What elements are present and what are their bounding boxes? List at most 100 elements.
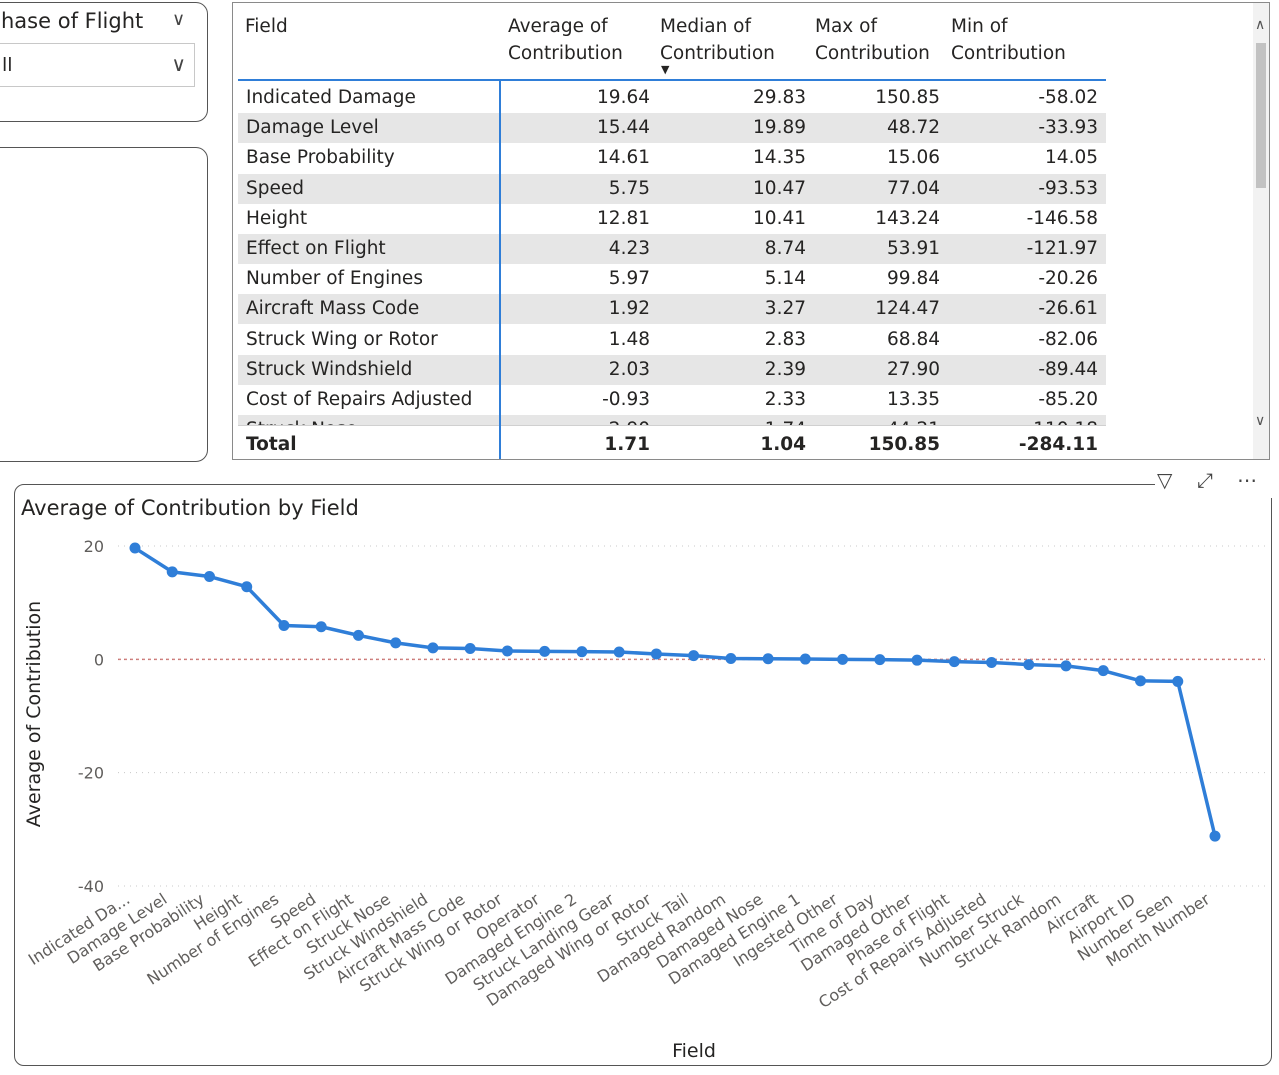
header-min[interactable]: Min of Contribution	[951, 16, 1066, 64]
cell-median: 10.41	[753, 207, 806, 229]
data-point	[464, 642, 476, 654]
cell-avg: 2.03	[608, 358, 650, 380]
cell-min: -26.61	[1038, 298, 1098, 320]
table-row[interactable]: Cost of Repairs Adjusted -0.93 2.33 13.35 -8…	[238, 385, 1106, 415]
data-point	[986, 656, 998, 668]
data-point	[278, 620, 290, 632]
data-point	[1135, 675, 1147, 687]
y-tick-label: -20	[78, 764, 104, 783]
y-axis-label: Average of Contribution	[23, 601, 45, 827]
data-point	[799, 653, 811, 665]
cell-avg: 1.48	[608, 328, 650, 350]
slicer-selected-value: ll	[2, 54, 13, 76]
table-row[interactable]: Indicated Damage 19.64 29.83 150.85 -58.02	[238, 83, 1106, 113]
data-point	[427, 642, 439, 654]
cell-median: 2.83	[764, 328, 806, 350]
data-point	[501, 645, 513, 657]
cell-min: -58.02	[1038, 87, 1098, 108]
table-row[interactable]: Base Probability 14.61 14.35 15.06 14.05	[238, 143, 1106, 173]
cell-field: Effect on Flight	[246, 238, 386, 259]
cell-avg: 12.81	[597, 207, 650, 229]
cell-median: 29.83	[753, 87, 806, 108]
cell-max: 143.24	[875, 207, 940, 229]
scroll-down-icon[interactable]: ∨	[1255, 413, 1266, 429]
cell-min: -20.26	[1038, 268, 1098, 290]
table-row[interactable]: Struck Wing or Rotor 1.48 2.83 68.84 -82.06	[238, 325, 1106, 355]
cell-field: Base Probability	[246, 147, 395, 169]
data-point	[129, 542, 141, 554]
table-row[interactable]: Number of Engines 5.97 5.14 99.84 -20.26	[238, 264, 1106, 294]
cell-median: 2.39	[764, 358, 806, 380]
total-max: 150.85	[868, 434, 940, 455]
slicer-dropdown[interactable]: ll ∨	[0, 43, 195, 87]
total-median: 1.04	[760, 434, 806, 455]
cell-field: Struck Wing or Rotor	[246, 328, 438, 350]
cell-max: 48.72	[887, 117, 940, 139]
series-line	[134, 546, 1217, 837]
cell-median: 8.74	[764, 238, 806, 259]
header-field[interactable]: Field	[245, 16, 288, 37]
filter-icon[interactable]: ▽	[1157, 468, 1173, 492]
cell-min: -82.06	[1038, 328, 1098, 350]
cell-median: 10.47	[753, 177, 806, 199]
data-point	[948, 656, 960, 668]
phase-of-flight-slicer[interactable]: hase of Flight ∨ ll ∨	[0, 2, 208, 122]
cell-field: Aircraft Mass Code	[246, 298, 420, 320]
data-point	[837, 653, 849, 665]
cell-field: Cost of Repairs Adjusted	[246, 389, 473, 410]
header-median[interactable]: Median of Contribution	[660, 16, 775, 64]
total-min: -284.11	[1018, 434, 1098, 455]
cell-min: -121.97	[1026, 238, 1098, 259]
data-point	[725, 652, 737, 664]
table-row[interactable]: Damage Level 15.44 19.89 48.72 -33.93	[238, 113, 1106, 144]
header-average[interactable]: Average of Contribution	[508, 16, 623, 64]
slicer-title: hase of Flight	[1, 9, 144, 33]
cell-field: Number of Engines	[246, 268, 423, 290]
data-point	[911, 654, 923, 666]
cell-avg: 19.64	[597, 87, 650, 108]
cell-min: -85.20	[1038, 389, 1098, 410]
cell-avg: -0.93	[602, 389, 650, 410]
cell-median: 3.27	[764, 298, 806, 320]
data-point	[613, 646, 625, 658]
cell-avg: 1.92	[608, 298, 650, 320]
cell-min: -33.93	[1038, 117, 1098, 139]
cell-field: Struck Windshield	[246, 358, 413, 380]
cell-min: -89.44	[1038, 358, 1098, 380]
table-row[interactable]: Height 12.81 10.41 143.24 -146.58	[238, 204, 1106, 234]
data-point	[874, 654, 886, 666]
data-point	[1097, 665, 1109, 677]
focus-mode-icon[interactable]: ⤢	[1197, 468, 1213, 492]
chevron-down-icon[interactable]: ∨	[171, 52, 186, 76]
scroll-up-icon[interactable]: ∧	[1255, 17, 1266, 33]
cell-max: 27.90	[887, 358, 940, 380]
cell-field: Height	[246, 207, 308, 229]
data-point	[315, 621, 327, 633]
y-tick-label: 20	[84, 537, 104, 556]
data-point	[650, 648, 662, 660]
scrollbar-thumb[interactable]	[1256, 43, 1266, 188]
cell-median: 19.89	[753, 117, 806, 139]
cell-max: 15.06	[887, 147, 940, 169]
sort-descending-icon: ▼	[661, 63, 670, 76]
header-max[interactable]: Max of Contribution	[815, 16, 930, 64]
vertical-scrollbar[interactable]: ∧ ∨	[1253, 3, 1269, 459]
chevron-down-icon[interactable]: ∨	[172, 9, 186, 30]
data-point	[1023, 659, 1035, 671]
data-point	[762, 653, 774, 665]
table-row[interactable]: Struck Windshield 2.03 2.39 27.90 -89.44	[238, 354, 1106, 385]
cell-avg: 14.61	[597, 147, 650, 169]
table-row[interactable]: Speed 5.75 10.47 77.04 -93.53	[238, 173, 1106, 204]
more-options-icon[interactable]: ⋯	[1237, 468, 1257, 492]
cell-avg: 5.75	[608, 177, 650, 199]
table-row[interactable]: Aircraft Mass Code 1.92 3.27 124.47 -26.61	[238, 294, 1106, 325]
y-tick-label: -40	[78, 877, 104, 896]
contribution-table[interactable]: Field Average of Contribution Median of …	[232, 2, 1270, 460]
empty-visual-card	[0, 147, 208, 462]
cell-avg: 15.44	[597, 117, 650, 139]
data-point	[241, 581, 253, 593]
cell-max: 124.47	[875, 298, 940, 320]
visual-header: ▽ ⤢ ⋯	[1155, 468, 1275, 498]
table-row[interactable]: Effect on Flight 4.23 8.74 53.91 -121.97	[238, 234, 1106, 264]
